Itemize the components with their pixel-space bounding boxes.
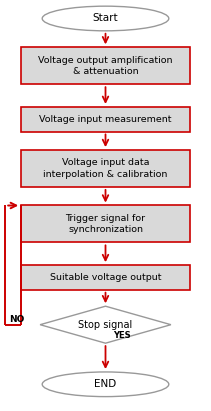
Text: Voltage output amplification
& attenuation: Voltage output amplification & attenuati…	[38, 56, 173, 76]
FancyBboxPatch shape	[21, 47, 190, 84]
Text: YES: YES	[113, 331, 131, 340]
Text: Stop signal: Stop signal	[78, 320, 133, 330]
Text: END: END	[94, 379, 117, 389]
FancyBboxPatch shape	[21, 206, 190, 242]
Text: Start: Start	[93, 14, 118, 23]
Text: NO: NO	[9, 315, 24, 324]
Text: Suitable voltage output: Suitable voltage output	[50, 273, 161, 282]
Text: Voltage input measurement: Voltage input measurement	[39, 115, 172, 124]
Ellipse shape	[42, 6, 169, 31]
Text: Trigger signal for
synchronization: Trigger signal for synchronization	[65, 214, 146, 234]
Text: Voltage input data
interpolation & calibration: Voltage input data interpolation & calib…	[43, 159, 168, 178]
FancyBboxPatch shape	[21, 265, 190, 290]
FancyBboxPatch shape	[21, 107, 190, 132]
Ellipse shape	[42, 372, 169, 397]
Polygon shape	[40, 306, 171, 343]
FancyBboxPatch shape	[21, 150, 190, 187]
